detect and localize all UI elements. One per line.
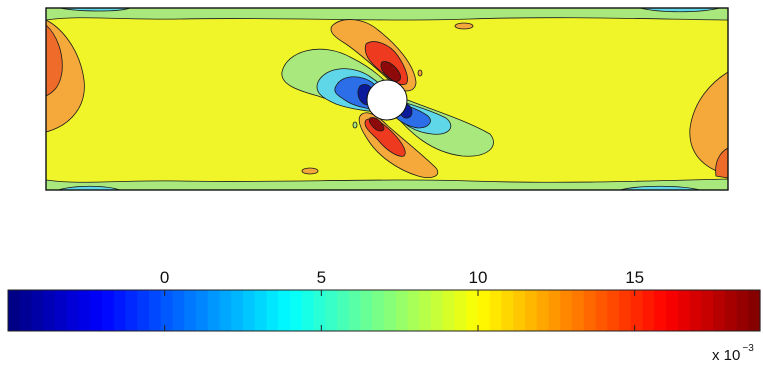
upper-lobe-darkred — [380, 61, 401, 82]
colorbar-multiplier: x 10 −3 — [712, 343, 754, 364]
right-edge-region-inner — [715, 147, 728, 179]
left-edge-region-inner — [46, 24, 63, 97]
colorbar-cell — [149, 290, 162, 331]
colorbar-cell — [595, 290, 608, 331]
colorbar-cell — [489, 290, 503, 331]
top-wall-band — [46, 8, 728, 21]
colorbar-cell — [137, 290, 150, 331]
colorbar-cell — [642, 290, 655, 331]
colorbar-cell — [619, 290, 632, 331]
colorbar-tick-label: 10 — [469, 268, 488, 287]
colorbar-cell — [8, 290, 21, 331]
colorbar-cell — [90, 290, 103, 331]
colorbar-cell — [689, 290, 702, 331]
bottom-wall-band — [46, 178, 728, 190]
colorbar-cell — [572, 290, 585, 331]
colorbar-cell — [513, 290, 526, 331]
colorbar-cell — [360, 290, 373, 331]
contour-plot — [45, 7, 729, 191]
colorbar-cell — [536, 290, 550, 331]
colorbar-cell — [313, 290, 326, 331]
colorbar-cell — [31, 290, 44, 331]
colorbar-cell — [748, 290, 761, 331]
colorbar-cell — [301, 290, 315, 331]
colorbar-cell — [231, 290, 244, 331]
colorbar-tick-label: 5 — [317, 268, 326, 287]
colorbar-cell — [196, 290, 209, 331]
colorbar-cell — [442, 290, 456, 331]
colorbar: 0 5 10 15 x 10 −3 — [7, 268, 761, 364]
colorbar-cell — [160, 290, 174, 331]
small-orange-blob-bottom — [301, 167, 319, 175]
colorbar-cell — [395, 290, 409, 331]
colorbar-cell — [654, 290, 667, 331]
colorbar-cell — [254, 290, 268, 331]
colorbar-cell — [407, 290, 420, 331]
colorbar-cell — [525, 290, 538, 331]
colorbar-cell — [478, 290, 491, 331]
colorbar-cell — [501, 290, 514, 331]
colorbar-cell — [560, 290, 573, 331]
colorbar-cell — [102, 290, 115, 331]
colorbar-cell — [607, 290, 620, 331]
colorbar-cell — [419, 290, 432, 331]
colorbar-cell — [113, 290, 127, 331]
colorbar-gradient — [8, 290, 761, 331]
colorbar-cell — [431, 290, 444, 331]
colorbar-cell — [466, 290, 479, 331]
colorbar-cell — [172, 290, 185, 331]
colorbar-frame — [7, 289, 761, 332]
colorbar-cell — [266, 290, 279, 331]
small-green-blob-left — [352, 121, 358, 129]
colorbar-tick-label: 0 — [160, 268, 169, 287]
colorbar-cell — [454, 290, 467, 331]
colorbar-cell — [125, 290, 138, 331]
colorbar-cell — [325, 290, 338, 331]
colorbar-cell — [219, 290, 232, 331]
colorbar-tick-group: 0 5 10 15 — [160, 268, 644, 331]
colorbar-cell — [66, 290, 80, 331]
colorbar-cell — [184, 290, 197, 331]
small-orange-blob-top — [454, 22, 474, 30]
colorbar-cell — [724, 290, 738, 331]
colorbar-cell — [677, 290, 691, 331]
colorbar-cell — [337, 290, 350, 331]
colorbar-cell — [384, 290, 397, 331]
colorbar-cell — [278, 290, 291, 331]
plot-frame — [45, 7, 729, 191]
colorbar-cell — [701, 290, 714, 331]
colorbar-cell — [290, 290, 303, 331]
colorbar-tick-label: 15 — [625, 268, 644, 287]
small-orange-blob-right — [417, 69, 423, 77]
colorbar-cell — [19, 290, 33, 331]
colorbar-cell — [207, 290, 221, 331]
colorbar-cell — [55, 290, 68, 331]
colorbar-cell — [348, 290, 362, 331]
colorbar-cell — [78, 290, 91, 331]
colorbar-cell — [583, 290, 597, 331]
right-edge-region — [689, 71, 728, 176]
colorbar-cell — [548, 290, 561, 331]
colorbar-cell — [666, 290, 679, 331]
lower-lobe-darkred — [368, 117, 385, 132]
colorbar-cell — [243, 290, 256, 331]
cylinder-obstacle — [366, 79, 408, 121]
colorbar-cell — [713, 290, 726, 331]
colorbar-cell — [43, 290, 56, 331]
colorbar-cell — [372, 290, 385, 331]
colorbar-cell — [736, 290, 749, 331]
colorbar-cell — [630, 290, 644, 331]
